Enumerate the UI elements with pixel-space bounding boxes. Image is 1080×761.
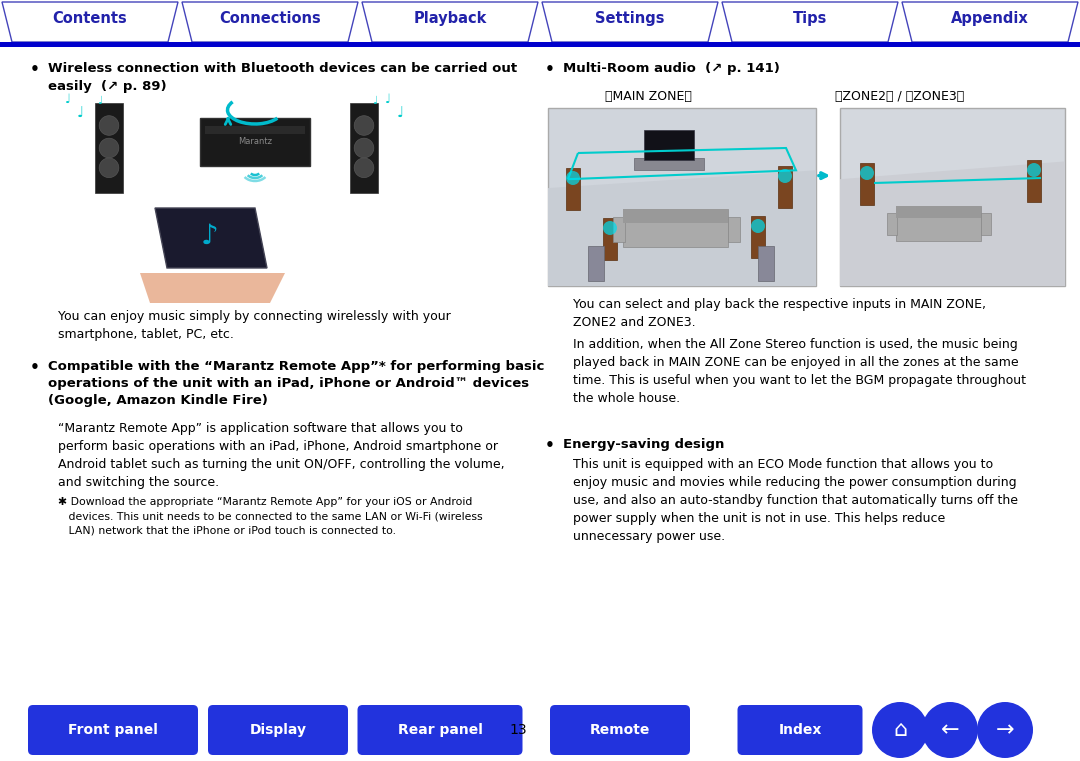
- Bar: [728, 218, 740, 243]
- Text: “Marantz Remote App” is application software that allows you to
perform basic op: “Marantz Remote App” is application soft…: [58, 422, 504, 489]
- Polygon shape: [542, 2, 718, 42]
- Text: ♩: ♩: [386, 93, 391, 106]
- Circle shape: [354, 139, 374, 158]
- Bar: [0, 42, 1080, 47]
- Text: ♩: ♩: [65, 93, 71, 106]
- Circle shape: [1027, 163, 1041, 177]
- Polygon shape: [902, 2, 1078, 42]
- Text: ⌂: ⌂: [893, 720, 907, 740]
- Text: •: •: [30, 62, 40, 77]
- Circle shape: [99, 116, 119, 135]
- Bar: [644, 130, 693, 160]
- Polygon shape: [156, 208, 267, 268]
- Circle shape: [354, 158, 374, 177]
- Text: ✱ Download the appropriate “Marantz Remote App” for your iOS or Android
   devic: ✱ Download the appropriate “Marantz Remo…: [58, 497, 483, 535]
- Text: ♩: ♩: [97, 96, 103, 106]
- Text: Display: Display: [249, 723, 307, 737]
- Bar: [896, 206, 982, 218]
- Bar: [840, 108, 1065, 286]
- Text: This unit is equipped with an ECO Mode function that allows you to
enjoy music a: This unit is equipped with an ECO Mode f…: [573, 458, 1018, 543]
- Polygon shape: [840, 161, 1065, 286]
- Bar: [588, 246, 604, 281]
- Circle shape: [922, 702, 978, 758]
- Bar: [634, 158, 704, 170]
- Bar: [758, 246, 774, 281]
- Text: ［MAIN ZONE］: ［MAIN ZONE］: [605, 90, 691, 103]
- Text: Index: Index: [779, 723, 822, 737]
- FancyBboxPatch shape: [28, 705, 198, 755]
- Circle shape: [860, 166, 874, 180]
- Text: Contents: Contents: [53, 11, 127, 27]
- Text: Appendix: Appendix: [951, 11, 1029, 27]
- Text: Front panel: Front panel: [68, 723, 158, 737]
- Polygon shape: [140, 273, 285, 303]
- Circle shape: [603, 221, 617, 235]
- Bar: [982, 213, 991, 235]
- Bar: [751, 216, 765, 258]
- Bar: [888, 213, 897, 235]
- Text: ♪: ♪: [201, 222, 219, 250]
- Bar: [623, 209, 728, 224]
- Polygon shape: [548, 170, 816, 286]
- Bar: [778, 166, 792, 208]
- Bar: [603, 218, 617, 260]
- FancyBboxPatch shape: [208, 705, 348, 755]
- Polygon shape: [183, 2, 357, 42]
- Bar: [205, 126, 305, 134]
- Text: Marantz: Marantz: [238, 138, 272, 147]
- Bar: [350, 103, 378, 193]
- Bar: [95, 103, 123, 193]
- Text: Wireless connection with Bluetooth devices can be carried out
easily  (↗ p. 89): Wireless connection with Bluetooth devic…: [48, 62, 517, 93]
- Bar: [860, 163, 874, 205]
- Text: Compatible with the “Marantz Remote App”* for performing basic
operations of the: Compatible with the “Marantz Remote App”…: [48, 360, 544, 407]
- Text: ♩: ♩: [77, 106, 83, 121]
- Circle shape: [751, 219, 765, 233]
- Polygon shape: [362, 2, 538, 42]
- Circle shape: [99, 158, 119, 177]
- Bar: [566, 168, 580, 210]
- Text: •: •: [30, 360, 40, 375]
- Text: →: →: [996, 720, 1014, 740]
- Bar: [548, 108, 816, 286]
- Circle shape: [778, 169, 792, 183]
- FancyBboxPatch shape: [738, 705, 863, 755]
- Text: Settings: Settings: [595, 11, 665, 27]
- Text: ♩: ♩: [373, 96, 378, 106]
- Bar: [613, 218, 625, 243]
- Text: Energy-saving design: Energy-saving design: [563, 438, 725, 451]
- Circle shape: [977, 702, 1032, 758]
- Circle shape: [566, 171, 580, 185]
- Text: 13: 13: [509, 723, 527, 737]
- FancyBboxPatch shape: [357, 705, 523, 755]
- Circle shape: [872, 702, 928, 758]
- Text: You can select and play back the respective inputs in MAIN ZONE,
ZONE2 and ZONE3: You can select and play back the respect…: [573, 298, 986, 329]
- Circle shape: [99, 139, 119, 158]
- Circle shape: [354, 116, 374, 135]
- Text: Rear panel: Rear panel: [397, 723, 483, 737]
- Text: ♩: ♩: [396, 106, 404, 121]
- Text: ←: ←: [941, 720, 959, 740]
- Text: You can enjoy music simply by connecting wirelessly with your
smartphone, tablet: You can enjoy music simply by connecting…: [58, 310, 450, 341]
- Bar: [1027, 160, 1041, 202]
- Bar: [623, 209, 728, 247]
- Text: Tips: Tips: [793, 11, 827, 27]
- FancyBboxPatch shape: [550, 705, 690, 755]
- Polygon shape: [723, 2, 897, 42]
- Text: Multi-Room audio  (↗ p. 141): Multi-Room audio (↗ p. 141): [563, 62, 780, 75]
- Text: •: •: [545, 438, 555, 453]
- Polygon shape: [2, 2, 178, 42]
- Bar: [200, 118, 310, 166]
- Bar: [896, 206, 982, 241]
- Text: •: •: [545, 62, 555, 77]
- Text: Playback: Playback: [414, 11, 487, 27]
- Text: In addition, when the All Zone Stereo function is used, the music being
played b: In addition, when the All Zone Stereo fu…: [573, 338, 1026, 405]
- Text: ［ZONE2］ / ［ZONE3］: ［ZONE2］ / ［ZONE3］: [835, 90, 964, 103]
- Text: Connections: Connections: [219, 11, 321, 27]
- Text: Remote: Remote: [590, 723, 650, 737]
